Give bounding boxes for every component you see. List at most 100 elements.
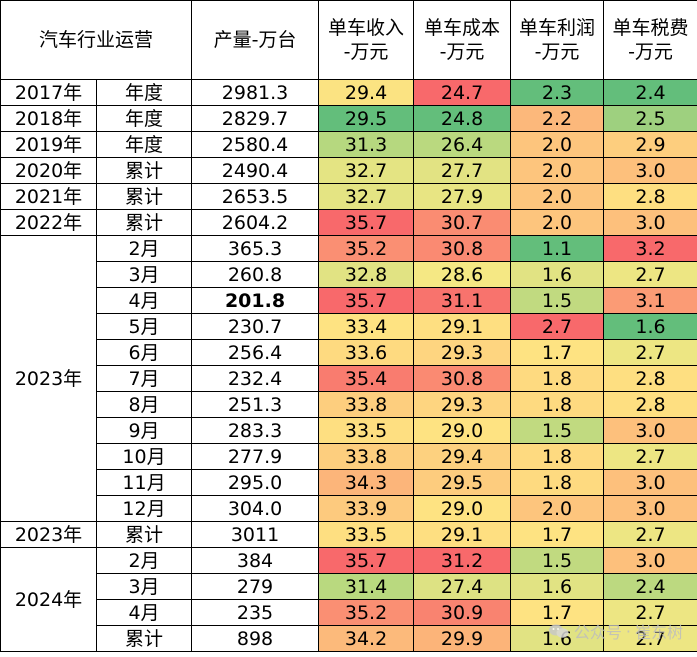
cost-cell: 24.7 [413,79,512,106]
profit-cell: 2.2 [510,105,605,132]
period-cell: 2月 [95,235,193,262]
tax-cell: 2.9 [603,131,697,158]
period-cell: 年度 [95,105,193,132]
tax-cell: 3.0 [603,547,697,574]
profit-cell: 2.0 [510,209,605,236]
profit-cell: 1.6 [510,573,605,600]
revenue-cell: 29.4 [318,79,415,106]
profit-cell: 2.7 [510,313,605,340]
output-cell: 2580.4 [191,131,320,158]
output-cell: 898 [191,625,320,652]
profit-cell: 1.8 [510,443,605,470]
period-cell: 12月 [95,495,193,522]
output-cell: 365.3 [191,235,320,262]
tax-cell: 2.7 [603,339,697,366]
period-cell: 5月 [95,313,193,340]
output-cell: 2981.3 [191,79,320,106]
output-cell: 2829.7 [191,105,320,132]
table-row: 2023年 2月 365.3 35.2 30.8 1.1 3.2 [0,235,697,522]
table-row: 8月 251.3 33.8 29.3 1.8 2.8 [1,391,697,418]
cost-cell: 30.7 [413,209,512,236]
watermark-separator: · [625,621,631,641]
output-cell: 230.7 [191,313,320,340]
header-industry: 汽车行业运营 [0,0,193,80]
cost-cell: 29.0 [413,417,512,444]
output-cell: 3011 [191,521,320,548]
tax-cell: 3.0 [603,495,697,522]
revenue-cell: 32.7 [318,183,415,210]
period-cell: 累计 [95,183,193,210]
tax-cell: 2.7 [603,443,697,470]
year-cell: 2019年 [0,131,97,158]
profit-cell: 2.0 [510,157,605,184]
revenue-cell: 32.8 [318,261,415,288]
tax-cell: 2.7 [603,625,697,652]
period-cell: 3月 [95,573,193,600]
revenue-cell: 35.2 [318,599,415,626]
period-cell: 累计 [95,157,193,184]
tax-cell: 2.8 [603,183,697,210]
cost-cell: 29.4 [413,443,512,470]
table-row: 2017年 年度 2981.3 29.4 24.7 2.3 2.4 [0,79,697,106]
table-row: 3月 260.8 32.8 28.6 1.6 2.7 [1,261,697,288]
tax-cell: 2.4 [603,79,697,106]
profit-cell: 1.1 [510,235,605,262]
output-cell: 232.4 [191,365,320,392]
period-cell: 年度 [95,131,193,158]
cost-cell: 27.7 [413,157,512,184]
header-tax: 单车税费 -万元 [603,0,697,80]
tax-cell: 3.0 [603,417,697,444]
cost-cell: 27.9 [413,183,512,210]
revenue-cell: 31.4 [318,573,415,600]
output-cell: 235 [191,599,320,626]
tax-cell: 3.0 [603,209,697,236]
cost-cell: 29.1 [413,313,512,340]
revenue-cell: 34.2 [318,625,415,652]
cost-cell: 29.3 [413,339,512,366]
profit-cell: 1.5 [510,547,605,574]
profit-cell: 2.0 [510,495,605,522]
year-cell: 2022年 [0,209,97,236]
tax-cell: 2.4 [603,573,697,600]
revenue-cell: 34.3 [318,469,415,496]
table-row: 12月 304.0 33.9 29.0 2.0 3.0 [1,495,697,522]
table-row: 2022年 累计 2604.2 35.7 30.7 2.0 3.0 [0,209,697,236]
watermark: 公众号 · 崔东树 [548,619,683,643]
period-cell: 10月 [95,443,193,470]
table-row: 5月 230.7 33.4 29.1 2.7 1.6 [1,313,697,340]
revenue-cell: 33.8 [318,391,415,418]
header-revenue: 单车收入 -万元 [318,0,415,80]
tax-cell: 3.1 [603,287,697,314]
tax-cell: 2.7 [603,599,697,626]
revenue-cell: 35.7 [318,209,415,236]
cost-cell: 29.9 [413,625,512,652]
revenue-cell: 29.5 [318,105,415,132]
period-cell: 4月 [95,599,193,626]
tax-cell: 3.0 [603,157,697,184]
revenue-cell: 33.5 [318,417,415,444]
table-row: 2024年 2月 384 35.7 31.2 1.5 3.0 [0,547,697,652]
cost-cell: 29.1 [413,521,512,548]
revenue-cell: 35.7 [318,547,415,574]
output-cell: 2604.2 [191,209,320,236]
tax-cell: 2.5 [603,105,697,132]
table-row: 2018年 年度 2829.7 29.5 24.8 2.2 2.5 [0,105,697,132]
table-row: 11月 295.0 34.3 29.5 1.8 3.0 [1,469,697,496]
output-cell: 283.3 [191,417,320,444]
revenue-cell: 33.4 [318,313,415,340]
cost-cell: 29.3 [413,391,512,418]
table-row: 9月 283.3 33.5 29.0 1.5 3.0 [1,417,697,444]
output-cell: 384 [191,547,320,574]
year-cell: 2021年 [0,183,97,210]
table-row: 4月 235 35.2 30.9 1.7 2.7 [1,599,697,626]
profit-cell: 1.8 [510,365,605,392]
tax-cell: 3.2 [603,235,697,262]
revenue-cell: 35.2 [318,235,415,262]
profit-cell: 1.5 [510,287,605,314]
cost-cell: 30.8 [413,365,512,392]
output-cell: 295.0 [191,469,320,496]
header-cost: 单车成本 -万元 [413,0,512,80]
period-cell: 累计 [95,521,193,548]
tax-cell: 2.7 [603,521,697,548]
